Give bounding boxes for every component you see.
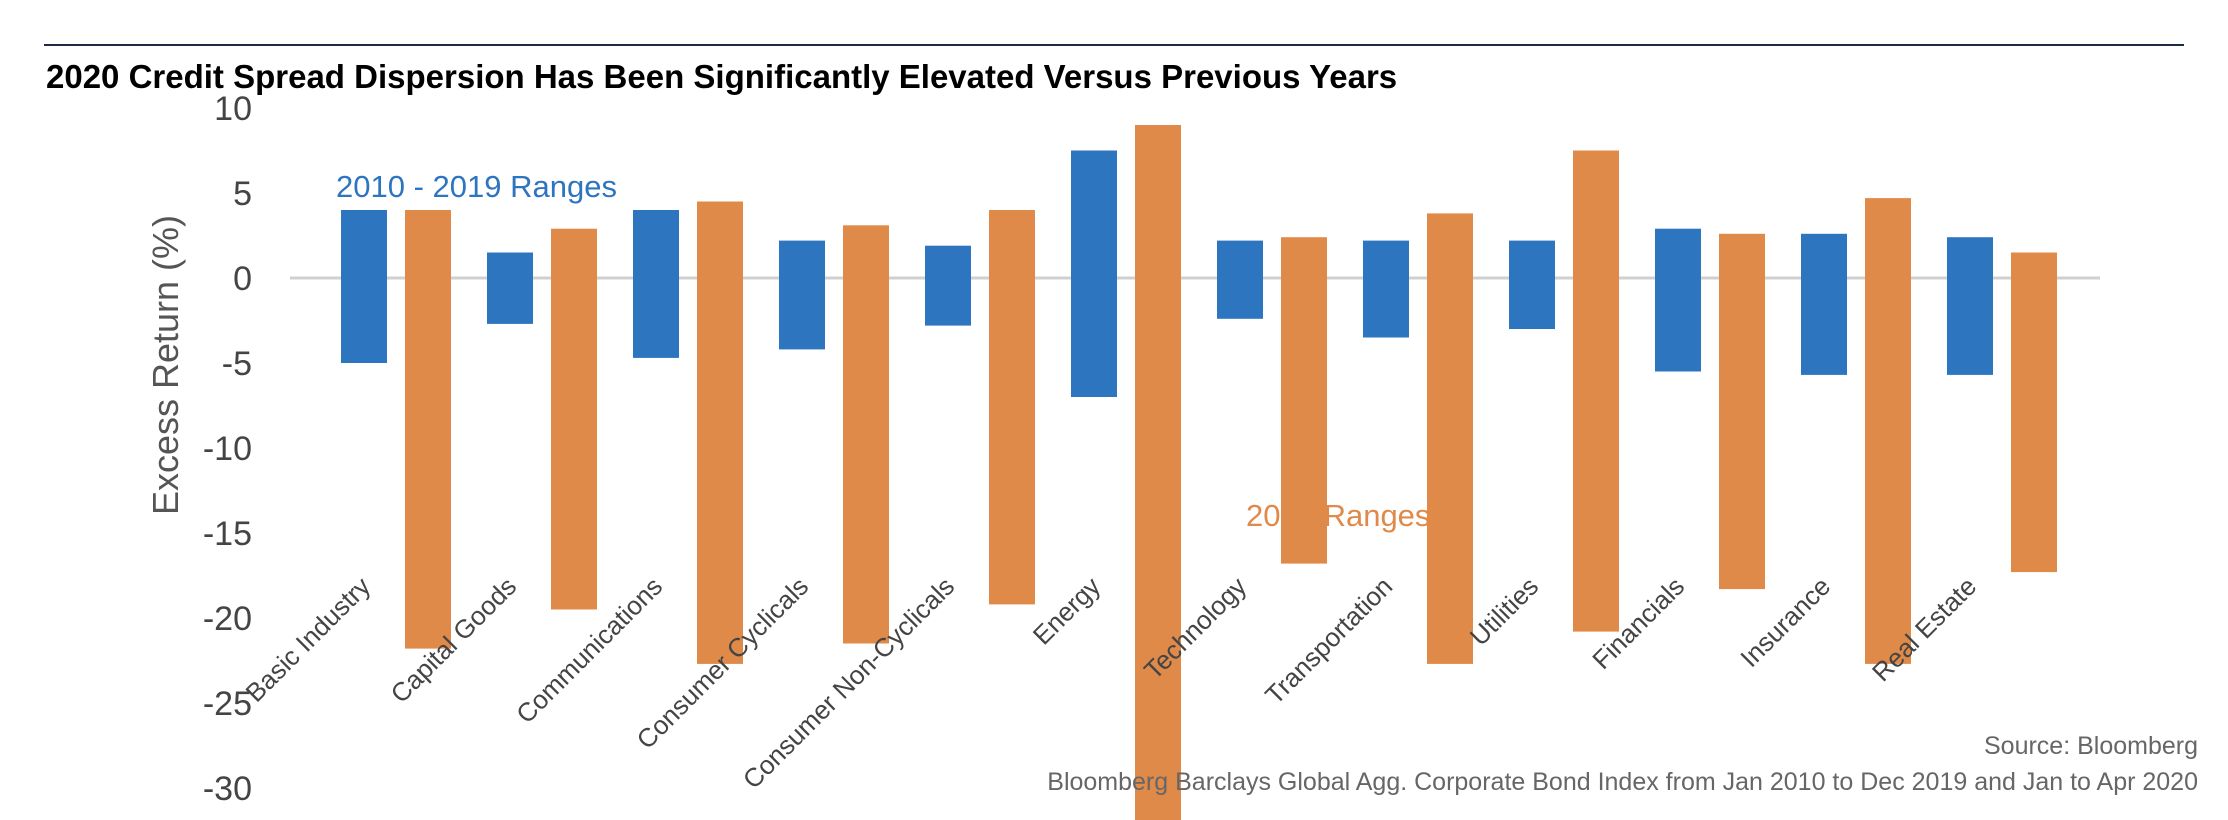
bar-2020-insurance <box>1865 198 1911 664</box>
y-tick-label: 10 <box>214 90 252 128</box>
bar-2020-transportation <box>1427 213 1473 664</box>
bar-2010-2019-real-estate <box>1947 237 1993 375</box>
bar-2020-capital-goods <box>551 228 597 610</box>
bar-2010-2019-consumer-cyclicals <box>779 240 825 350</box>
bar-2020-energy <box>1135 125 1181 820</box>
bar-2010-2019-technology <box>1217 240 1263 319</box>
y-tick-label: 0 <box>233 260 252 298</box>
y-axis-ticks: 10 5 0 -5 -10 -15 -20 -25 -30 <box>203 90 252 808</box>
y-tick-label: -5 <box>222 345 252 383</box>
page-title: 2020 Credit Spread Dispersion Has Been S… <box>46 58 1398 95</box>
y-axis-label: Excess Return (%) <box>145 215 186 515</box>
annotation-2020: 2020 Ranges <box>1246 498 1430 533</box>
bar-2010-2019-basic-industry <box>341 210 387 363</box>
bar-2020-communications <box>697 201 743 664</box>
bars <box>341 125 2057 820</box>
annotation-2010-2019: 2010 - 2019 Ranges <box>336 169 617 204</box>
category-label: Utilities <box>1464 571 1544 651</box>
bar-2020-real-estate <box>2011 252 2057 573</box>
bar-2010-2019-utilities <box>1509 240 1555 329</box>
top-rule <box>44 44 2184 46</box>
category-labels: Basic Industry Capital GoodsCommunication… <box>240 571 1983 795</box>
bar-2020-financials <box>1719 233 1765 590</box>
index-note: Bloomberg Barclays Global Agg. Corporate… <box>1047 768 2198 796</box>
bar-2020-consumer-cyclicals <box>843 225 889 644</box>
bar-2020-basic-industry <box>405 210 451 649</box>
y-tick-label: -10 <box>203 430 252 468</box>
category-label: Energy <box>1027 571 1106 650</box>
source-note: Source: Bloomberg <box>1983 732 2198 760</box>
bar-2020-technology <box>1281 237 1327 564</box>
y-tick-label: 5 <box>233 175 252 213</box>
y-tick-label: -30 <box>203 770 252 808</box>
bar-2010-2019-transportation <box>1363 240 1409 338</box>
y-tick-label: -15 <box>203 515 252 553</box>
bar-2010-2019-financials <box>1655 228 1701 372</box>
bar-2010-2019-communications <box>633 210 679 358</box>
bar-2020-consumer-non-cyclicals <box>989 210 1035 605</box>
bar-2010-2019-energy <box>1071 150 1117 397</box>
bar-2010-2019-insurance <box>1801 233 1847 375</box>
category-label: Basic Industry <box>240 571 377 708</box>
y-tick-label: -20 <box>203 600 252 638</box>
bar-2010-2019-capital-goods <box>487 252 533 324</box>
y-tick-label: -25 <box>203 685 252 723</box>
bar-2020-utilities <box>1573 150 1619 632</box>
bar-2010-2019-consumer-non-cyclicals <box>925 245 971 326</box>
category-label: Transportation <box>1259 571 1398 710</box>
